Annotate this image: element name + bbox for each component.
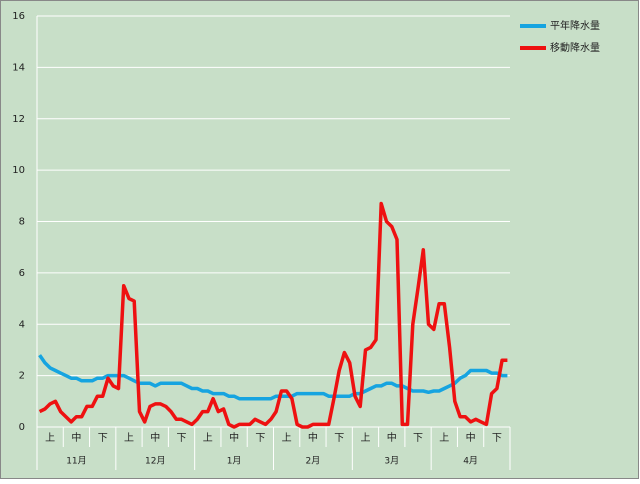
x-tick-label: 上 (45, 432, 55, 444)
x-tick-label: 下 (334, 433, 344, 444)
month-label: 12月 (145, 456, 165, 467)
x-tick-label: 下 (98, 433, 108, 444)
x-tick-label: 上 (203, 432, 213, 444)
legend-label: 平年降水量 (550, 19, 600, 32)
month-label: 4月 (463, 456, 478, 467)
y-tick-label: 0 (19, 422, 25, 433)
x-tick-label: 下 (255, 433, 265, 444)
x-tick-label: 中 (71, 431, 81, 444)
month-label: 11月 (66, 456, 86, 467)
x-tick-label: 下 (413, 433, 423, 444)
x-tick-label: 下 (177, 433, 187, 444)
y-tick-label: 8 (19, 217, 25, 228)
x-tick-label: 上 (282, 432, 292, 444)
x-tick-label: 上 (124, 432, 134, 444)
x-tick-label: 中 (308, 431, 318, 444)
y-tick-label: 2 (19, 371, 25, 382)
month-label: 2月 (306, 456, 321, 467)
x-tick-label: 上 (360, 432, 370, 444)
x-tick-label: 上 (439, 432, 449, 444)
x-tick-label: 中 (150, 431, 160, 444)
y-tick-label: 4 (19, 319, 25, 330)
legend-label: 移動降水量 (550, 41, 600, 54)
y-tick-label: 12 (12, 114, 25, 125)
month-label: 3月 (384, 456, 399, 467)
x-tick-label: 中 (387, 431, 397, 444)
y-tick-label: 10 (12, 165, 25, 176)
x-tick-label: 中 (229, 431, 239, 444)
y-tick-label: 14 (12, 62, 25, 73)
x-tick-label: 中 (466, 431, 476, 444)
x-tick-label: 下 (492, 433, 502, 444)
y-tick-label: 6 (19, 268, 25, 279)
month-label: 1月 (227, 456, 242, 467)
y-tick-label: 16 (12, 11, 25, 22)
series-line (38, 201, 508, 429)
